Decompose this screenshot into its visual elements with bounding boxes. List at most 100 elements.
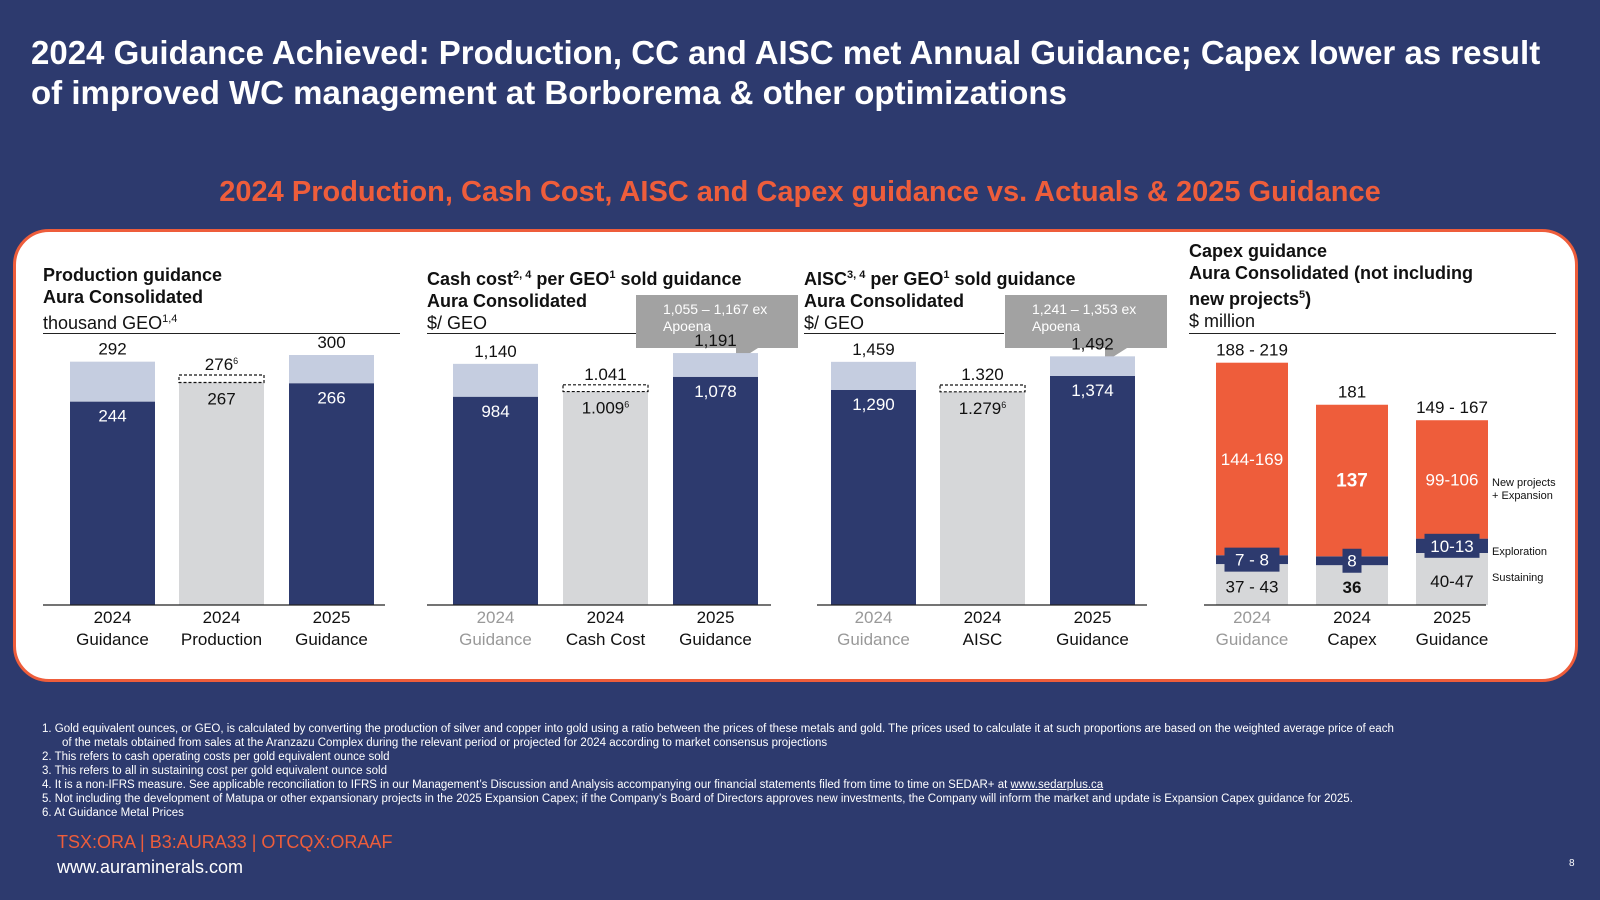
production-bar-0-base [70, 401, 155, 605]
capex-cat-2-line1: 2025 [1433, 608, 1471, 627]
footnote-3: 3. This refers to all in sustaining cost… [42, 765, 387, 777]
cashcost-unit: $/ GEO [427, 313, 488, 333]
capex-label-0-new-projects: 144-169 [1221, 450, 1283, 469]
cashcost-callout: 1,055 – 1,167 ex Apoena [636, 295, 798, 362]
production-label-1-dashed: 2766 [205, 355, 238, 374]
aisc-header-rule [804, 333, 1004, 334]
capex-label-2-exploration-bg [1424, 533, 1480, 558]
aisc-title-line2: Aura Consolidated [804, 291, 965, 311]
capex-chart-header: Capex guidance Aura Consolidated (not in… [1189, 240, 1473, 332]
footnote-5: 5. Not including the development of Matu… [42, 793, 1353, 805]
ticker-symbols: TSX:ORA | B3:AURA33 | OTCQX:ORAAF [57, 832, 393, 852]
production-label-2-high: 300 [317, 333, 345, 352]
capex-cat-1-line2: Capex [1327, 630, 1377, 649]
production-bar-2-range [289, 355, 374, 384]
capex-label-0-sustaining: 37 - 43 [1226, 578, 1279, 597]
legend-sustaining: Sustaining [1492, 572, 1544, 584]
capex-label-1-exploration-bg [1342, 548, 1362, 573]
capex-label-2-sustaining: 40-47 [1430, 572, 1473, 591]
capex-label-2-total: 149 - 167 [1416, 398, 1488, 417]
section-subtitle: 2024 Production, Cash Cost, AISC and Cap… [219, 176, 1381, 208]
cashcost-cat-1-line1: 2024 [587, 608, 625, 627]
aisc-bar-0-base [831, 390, 916, 605]
production-label-0-high: 292 [98, 340, 126, 359]
production-label-0-low: 244 [98, 407, 126, 426]
cashcost-label-0-low: 984 [481, 402, 509, 421]
legend-exploration: Exploration [1492, 546, 1548, 558]
capex-label-2-new-projects: 99-106 [1426, 470, 1479, 489]
capex-label-1-new-projects: 137 [1336, 471, 1368, 492]
aisc-bar-2-range [1050, 356, 1135, 376]
footnote-4: 4. It is a non-IFRS measure. See applica… [42, 779, 1104, 791]
cashcost-bar-2-range [673, 353, 758, 377]
cashcost-header-rule [427, 333, 637, 334]
footnote-6: 6. At Guidance Metal Prices [42, 807, 184, 819]
capex-bar-2-sustaining [1416, 553, 1488, 605]
footnote-1: 1. Gold equivalent ounces, or GEO, is ca… [42, 723, 1394, 735]
cashcost-cat-2-line1: 2025 [697, 608, 735, 627]
production-cat-1-line1: 2024 [203, 608, 241, 627]
aisc-title-line1: AISC3, 4 per GEO1 sold guidance [804, 269, 1076, 289]
cashcost-cat-1-line2: Cash Cost [566, 630, 646, 649]
production-cat-2-line2: Guidance [295, 630, 368, 649]
cashcost-chart-header: Cash cost2, 4 per GEO1 sold guidance Aur… [427, 264, 742, 334]
capex-bar-2-new-projects [1416, 420, 1488, 539]
aisc-cat-2-line1: 2025 [1074, 608, 1112, 627]
cashcost-label-0-high: 1,140 [474, 342, 517, 361]
aisc-cat-1-line2: AISC [963, 630, 1003, 649]
cashcost-label-1-value: 1.0096 [582, 399, 630, 418]
footnote-1-cont: of the metals obtained from sales at the… [62, 737, 828, 749]
cashcost-bar-0-range [453, 363, 538, 397]
capex-header-rule [1189, 333, 1556, 334]
production-cat-1-line2: Production [181, 630, 262, 649]
cashcost-cat-0-line1: 2024 [477, 608, 515, 627]
aisc-label-0-low: 1,290 [852, 395, 895, 414]
production-cat-2-line1: 2025 [313, 608, 351, 627]
cashcost-cat-2-line2: Guidance [679, 630, 752, 649]
cashcost-cat-0-line2: Guidance [459, 630, 532, 649]
capex-cat-1-line1: 2024 [1333, 608, 1371, 627]
aisc-bar-1-guidance-box [939, 384, 1026, 393]
footnotes: 1. Gold equivalent ounces, or GEO, is ca… [42, 722, 1592, 820]
aisc-cat-2-line2: Guidance [1056, 630, 1129, 649]
production-cat-0-line2: Guidance [76, 630, 149, 649]
aisc-unit: $/ GEO [804, 313, 865, 333]
cashcost-bar-1-actual [563, 391, 648, 605]
aisc-bar-0-range [831, 361, 916, 390]
capex-label-2-exploration: 10-13 [1430, 537, 1473, 556]
sedar-link[interactable]: www.sedarplus.ca [1010, 779, 1104, 791]
capex-label-1-exploration: 8 [1347, 552, 1356, 571]
footnote-2: 2. This refers to cash operating costs p… [42, 751, 390, 763]
page-number: 8 [1569, 858, 1575, 869]
production-title-line2: Aura Consolidated [43, 287, 204, 307]
aisc-label-0-high: 1,459 [852, 340, 895, 359]
capex-bar-1-new-projects [1316, 404, 1388, 557]
cashcost-label-2-high: 1,191 [694, 331, 737, 350]
capex-label-1-total: 181 [1338, 383, 1366, 402]
production-bar-1-guidance-box [178, 374, 265, 384]
page-title: 2024 Guidance Achieved: Production, CC a… [31, 34, 1541, 111]
capex-unit: $ million [1189, 311, 1256, 331]
capex-bar-0-new-projects [1216, 362, 1288, 556]
aisc-cat-1-line1: 2024 [964, 608, 1002, 627]
cashcost-bar-1-guidance-box [562, 384, 649, 393]
aisc-cat-0-line2: Guidance [837, 630, 910, 649]
production-title-line1: Production guidance [43, 265, 223, 285]
aisc-callout: 1,241 – 1,353 ex Apoena [1005, 295, 1167, 362]
capex-label-0-exploration: 7 - 8 [1235, 551, 1269, 570]
production-label-1-value: 267 [207, 390, 235, 409]
capex-title-line3: new projects5) [1189, 289, 1312, 309]
website-link[interactable]: www.auraminerals.com [57, 857, 244, 877]
aisc-bar-1-actual [940, 391, 1025, 605]
capex-cat-0-line1: 2024 [1233, 608, 1271, 627]
aisc-label-1-dashed: 1.320 [961, 365, 1004, 384]
capex-label-0-exploration-bg [1224, 547, 1280, 572]
production-cat-0-line1: 2024 [94, 608, 132, 627]
capex-title-line2: Aura Consolidated (not including [1189, 263, 1473, 283]
production-chart-header: Production guidance Aura Consolidated th… [43, 264, 222, 334]
aisc-chart-header: AISC3, 4 per GEO1 sold guidance Aura Con… [804, 264, 1076, 334]
cashcost-label-2-low: 1,078 [694, 382, 737, 401]
aisc-label-2-high: 1,492 [1071, 334, 1114, 353]
capex-title-line1: Capex guidance [1189, 241, 1328, 261]
cashcost-bar-0-base [453, 396, 538, 605]
